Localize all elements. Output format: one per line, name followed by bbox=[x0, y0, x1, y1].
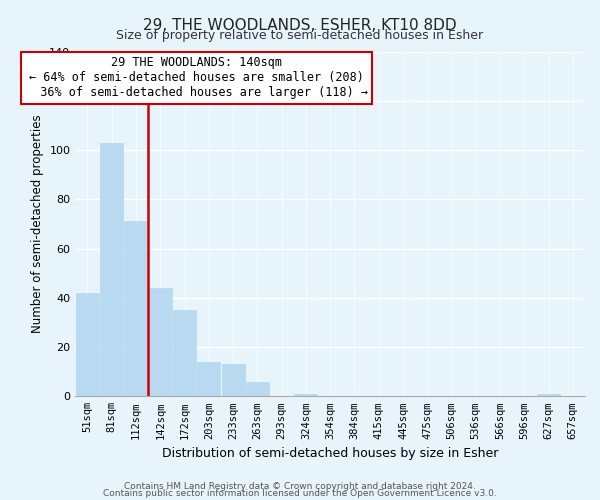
Text: 29 THE WOODLANDS: 140sqm
← 64% of semi-detached houses are smaller (208)
  36% o: 29 THE WOODLANDS: 140sqm ← 64% of semi-d… bbox=[26, 56, 368, 100]
Bar bbox=[149, 288, 172, 397]
Text: Contains public sector information licensed under the Open Government Licence v3: Contains public sector information licen… bbox=[103, 489, 497, 498]
Bar bbox=[537, 394, 560, 396]
Bar bbox=[246, 382, 269, 396]
Bar bbox=[173, 310, 196, 396]
Bar bbox=[100, 142, 123, 396]
Y-axis label: Number of semi-detached properties: Number of semi-detached properties bbox=[31, 114, 44, 333]
X-axis label: Distribution of semi-detached houses by size in Esher: Distribution of semi-detached houses by … bbox=[162, 447, 499, 460]
Text: Size of property relative to semi-detached houses in Esher: Size of property relative to semi-detach… bbox=[116, 29, 484, 42]
Text: Contains HM Land Registry data © Crown copyright and database right 2024.: Contains HM Land Registry data © Crown c… bbox=[124, 482, 476, 491]
Bar bbox=[221, 364, 245, 396]
Bar bbox=[124, 222, 148, 396]
Bar bbox=[197, 362, 220, 396]
Bar bbox=[76, 293, 99, 397]
Text: 29, THE WOODLANDS, ESHER, KT10 8DD: 29, THE WOODLANDS, ESHER, KT10 8DD bbox=[143, 18, 457, 32]
Bar bbox=[295, 394, 317, 396]
